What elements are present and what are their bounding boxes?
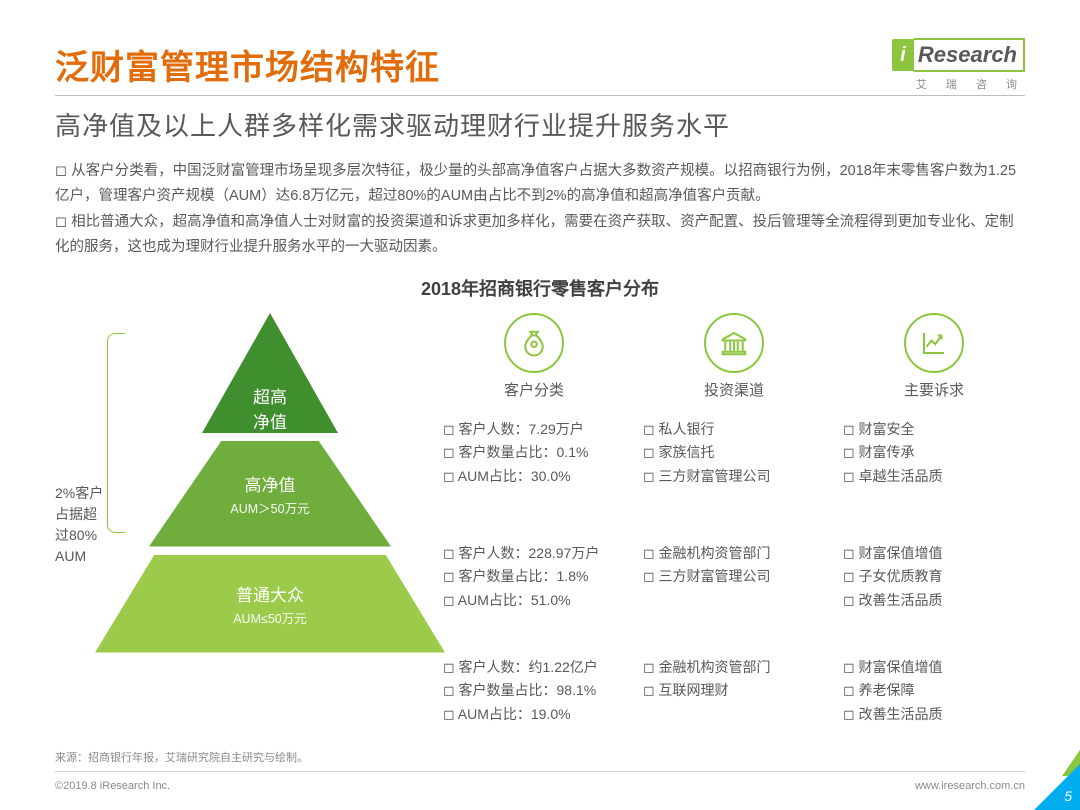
page-subtitle: 高净值及以上人群多样化需求驱动理财行业提升服务水平 [55, 106, 1025, 143]
chart-up-icon [904, 313, 964, 373]
source-note: 来源：招商银行年报，艾瑞研究院自主研究与绘制。 [55, 749, 1025, 765]
title-rule [55, 95, 1025, 96]
col-classification: 客户分类 客户人数：7.29万户客户数量占比：0.1%AUM占比：30.0% 客… [425, 313, 625, 738]
chart-title: 2018年招商银行零售客户分布 [55, 275, 1025, 301]
bullet-2: 相比普通大众，超高净值和高净值人士对财富的投资渠道和诉求更加多样化，需要在资产获… [55, 210, 1025, 261]
r2c3: 财富保值增值子女优质教育改善生活品质 [843, 528, 1025, 638]
footer-url: www.iresearch.com.cn [915, 780, 1025, 792]
tier-bot: 普通大众 AUM≤50万元 [95, 555, 445, 653]
brand-logo: i Research 艾 瑞 咨 询 [892, 38, 1025, 92]
logo-sub: 艾 瑞 咨 询 [892, 76, 1025, 92]
intro-bullets: 从客户分类看，中国泛财富管理市场呈现多层次特征，极少量的头部高净值客户占据大多数… [55, 159, 1025, 261]
bank-icon [704, 313, 764, 373]
r3c1: 客户人数：约1.22亿户客户数量占比：98.1%AUM占比：19.0% [443, 638, 625, 738]
logo-prefix: i [892, 39, 914, 71]
tier-top: 超高 净值 AUM＞1000万元 [202, 313, 338, 433]
left-annotation: 2%客户 占据超 过80% AUM [55, 483, 115, 567]
r3c2: 金融机构资管部门互联网理财 [643, 638, 825, 738]
col-channel: 投资渠道 私人银行家族信托三方财富管理公司 金融机构资管部门三方财富管理公司 金… [625, 313, 825, 738]
copyright: ©2019.8 iResearch Inc. [55, 780, 170, 792]
r2c1: 客户人数：228.97万户客户数量占比：1.8%AUM占比：51.0% [443, 528, 625, 638]
r1c1: 客户人数：7.29万户客户数量占比：0.1%AUM占比：30.0% [443, 410, 625, 528]
col-needs: 主要诉求 财富安全财富传承卓越生活品质 财富保值增值子女优质教育改善生活品质 财… [825, 313, 1025, 738]
r2c2: 金融机构资管部门三方财富管理公司 [643, 528, 825, 638]
money-bag-icon [504, 313, 564, 373]
r1c2: 私人银行家族信托三方财富管理公司 [643, 410, 825, 528]
pyramid: 超高 净值 AUM＞1000万元 高净值 AUM＞50万元 普通大众 AUM≤5… [115, 313, 425, 653]
bullet-1: 从客户分类看，中国泛财富管理市场呈现多层次特征，极少量的头部高净值客户占据大多数… [55, 159, 1025, 210]
diagram: 2%客户 占据超 过80% AUM 超高 净值 AUM＞1000万元 高净值 A… [55, 313, 1025, 738]
logo-text: Research [914, 38, 1025, 72]
tier-mid: 高净值 AUM＞50万元 [149, 441, 391, 547]
page-title: 泛财富管理市场结构特征 [55, 40, 1025, 89]
r3c3: 财富保值增值养老保障改善生活品质 [843, 638, 1025, 738]
r1c3: 财富安全财富传承卓越生活品质 [843, 410, 1025, 528]
page-corner [1034, 764, 1080, 810]
page-number: 5 [1064, 788, 1072, 804]
footer: 来源：招商银行年报，艾瑞研究院自主研究与绘制。 ©2019.8 iResearc… [0, 749, 1080, 810]
